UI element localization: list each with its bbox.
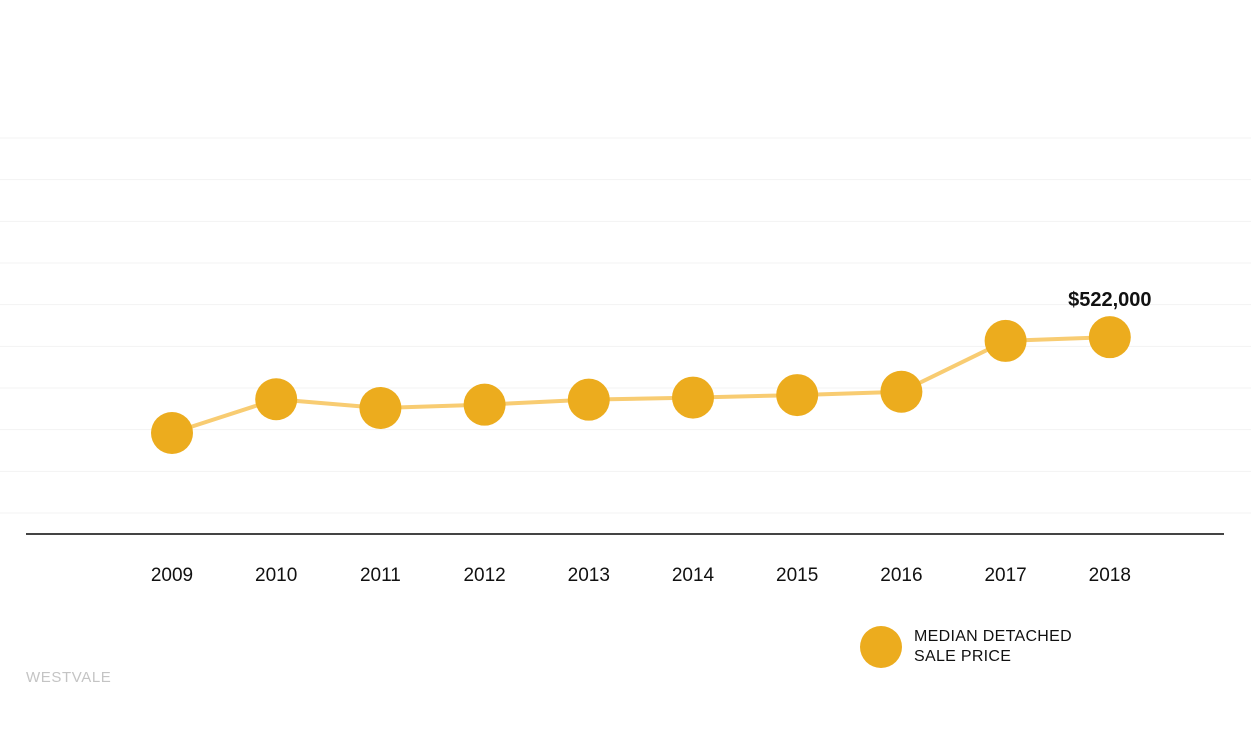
data-point-2018 [1088, 316, 1131, 359]
annotations: $522,000 [1068, 289, 1151, 311]
data-point-2013 [567, 378, 610, 421]
series-line [171, 335, 1110, 435]
data-point-2014 [672, 376, 714, 419]
data-point-2009 [151, 412, 193, 454]
x-tick-labels: 2009 2010 2011 2012 2013 2014 2015 2016 2017 2018 [151, 565, 1131, 586]
data-point-2012 [463, 383, 506, 426]
grid-lines [0, 137, 1251, 514]
data-points [151, 316, 1131, 454]
x-tick-label: 2016 [880, 565, 922, 586]
legend-label: MEDIAN DETACHED SALE PRICE [914, 628, 1072, 665]
x-tick-label: 2009 [151, 565, 193, 586]
legend: MEDIAN DETACHED SALE PRICE [860, 626, 1094, 668]
data-point-2017 [984, 319, 1027, 362]
source-label: WESTVALE [26, 669, 112, 686]
x-tick-label: 2012 [463, 565, 505, 586]
data-point-2016 [880, 370, 923, 413]
x-tick-label: 2011 [360, 565, 401, 586]
x-tick-label: 2014 [672, 565, 715, 586]
x-tick-label: 2010 [255, 565, 297, 586]
data-point-2015 [776, 374, 819, 417]
data-point-2011 [359, 387, 402, 429]
x-tick-label: 2015 [776, 565, 818, 586]
legend-marker [860, 626, 902, 668]
data-point-2010 [255, 378, 298, 421]
value-label-2018: $522,000 [1068, 289, 1151, 311]
x-tick-label: 2013 [568, 565, 610, 586]
x-tick-label: 2017 [984, 565, 1026, 586]
x-tick-label: 2018 [1089, 565, 1131, 586]
